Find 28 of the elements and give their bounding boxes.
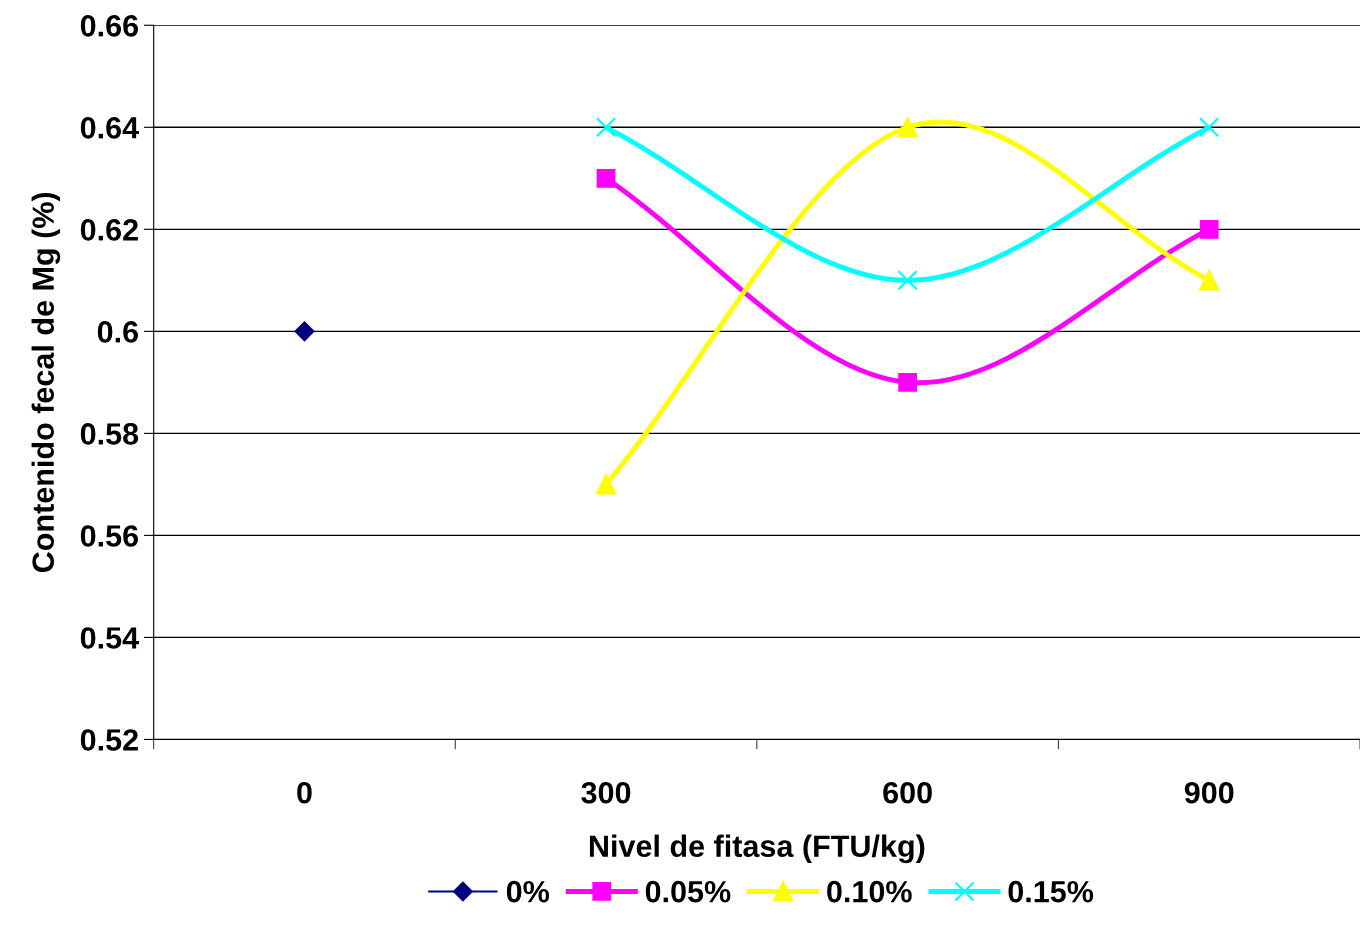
point [596, 168, 616, 188]
y-axis-title: Contenido fecal de Mg (%) [31, 192, 61, 573]
point [595, 117, 617, 138]
point [898, 372, 917, 392]
x-tick-label: 300 [581, 781, 631, 804]
y-tick-label: 0.6 [97, 321, 138, 343]
point [294, 321, 315, 342]
y-tick-label: 0.56 [80, 525, 138, 547]
legend-label: 0.10% [827, 880, 912, 903]
x-tick-label: 900 [1184, 781, 1234, 804]
legend-label: 0% [506, 880, 550, 903]
legend-label: 0.15% [1008, 880, 1094, 903]
point [1199, 117, 1220, 138]
x-tick-label: 0 [297, 781, 312, 804]
point [897, 117, 918, 138]
point [897, 270, 918, 291]
legend-label: 0.05% [645, 880, 731, 903]
y-tick-label: 0.58 [80, 423, 139, 445]
point [1199, 219, 1219, 239]
y-tick-label: 0.64 [80, 117, 139, 139]
y-tick-label: 0.62 [80, 219, 138, 241]
y-tick-label: 0.54 [80, 627, 139, 649]
point [595, 474, 617, 495]
y-tick-label: 0.66 [80, 15, 138, 37]
y-tick-label: 0.52 [80, 729, 138, 751]
x-axis-title: Nivel de fitasa (FTU/kg) [589, 834, 925, 864]
x-tick-label: 600 [883, 781, 932, 804]
point [1199, 270, 1220, 291]
